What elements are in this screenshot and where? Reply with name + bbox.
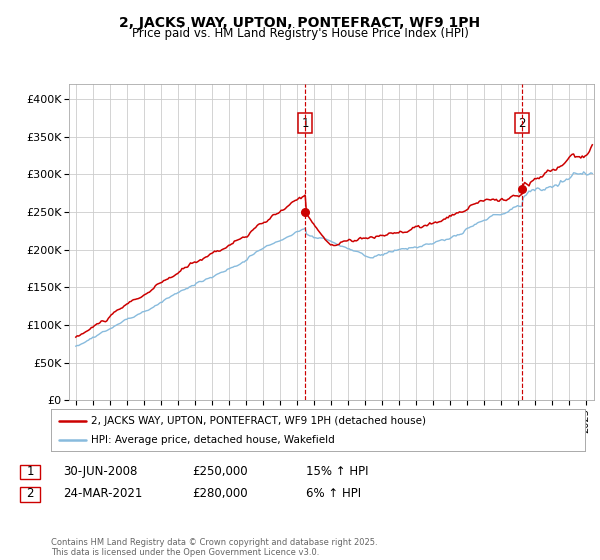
Text: 1: 1: [301, 116, 309, 130]
Text: 2, JACKS WAY, UPTON, PONTEFRACT, WF9 1PH: 2, JACKS WAY, UPTON, PONTEFRACT, WF9 1PH: [119, 16, 481, 30]
Text: 2: 2: [518, 116, 526, 130]
Text: 30-JUN-2008: 30-JUN-2008: [63, 465, 137, 478]
Text: 15% ↑ HPI: 15% ↑ HPI: [306, 465, 368, 478]
Text: 1: 1: [26, 465, 34, 478]
Text: Price paid vs. HM Land Registry's House Price Index (HPI): Price paid vs. HM Land Registry's House …: [131, 27, 469, 40]
Text: 2: 2: [26, 487, 34, 501]
Text: 2, JACKS WAY, UPTON, PONTEFRACT, WF9 1PH (detached house): 2, JACKS WAY, UPTON, PONTEFRACT, WF9 1PH…: [91, 416, 426, 426]
Text: £250,000: £250,000: [192, 465, 248, 478]
Text: £280,000: £280,000: [192, 487, 248, 501]
Text: Contains HM Land Registry data © Crown copyright and database right 2025.
This d: Contains HM Land Registry data © Crown c…: [51, 538, 377, 557]
Text: HPI: Average price, detached house, Wakefield: HPI: Average price, detached house, Wake…: [91, 435, 335, 445]
Text: 24-MAR-2021: 24-MAR-2021: [63, 487, 142, 501]
Text: 6% ↑ HPI: 6% ↑ HPI: [306, 487, 361, 501]
